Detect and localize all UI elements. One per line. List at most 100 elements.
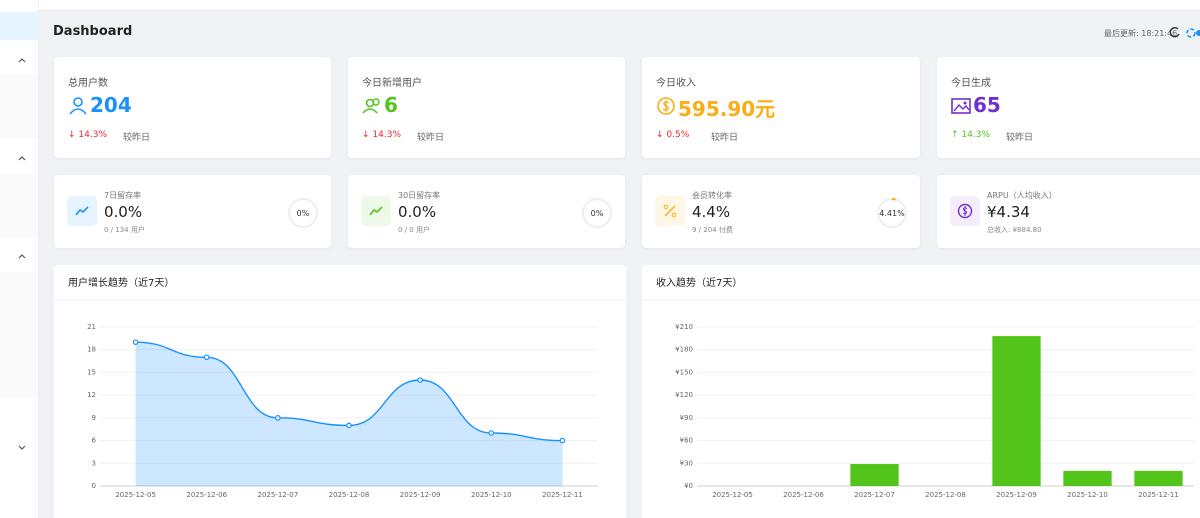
chart-title: 用户增长趋势（近7天）: [68, 276, 174, 289]
stat-card: 今日收入 595.90元 ↓ 0.5% 较昨日: [642, 57, 920, 158]
stat-trend: ↓ 14.3%: [362, 130, 401, 140]
stat-label: 今日新增用户: [362, 78, 422, 89]
y-tick-label: 9: [92, 414, 96, 422]
metric-icon: [655, 196, 685, 226]
y-tick-label: 0: [92, 482, 96, 490]
icon: [369, 206, 383, 216]
stat-note: 较昨日: [1006, 133, 1034, 143]
ring-label: 4.41%: [879, 209, 905, 218]
y-tick-label: ¥180: [675, 346, 693, 354]
stat-value: 595.90元: [678, 97, 776, 121]
y-tick-label: 6: [92, 437, 97, 445]
metric-sub: 9 / 204 付费: [692, 226, 733, 234]
point: [275, 415, 281, 421]
stat-trend: ↓ 0.5%: [656, 130, 690, 140]
chevron[interactable]: [18, 254, 26, 259]
chart-title: 收入趋势（近7天）: [656, 276, 742, 289]
chart-panel: [642, 265, 1200, 518]
icon: [957, 203, 973, 219]
chevron[interactable]: [18, 445, 26, 450]
metric-label: ARPU（人均收入）: [987, 191, 1057, 200]
stat-icon: [951, 96, 971, 116]
progress-ring: 0%: [288, 198, 318, 228]
metric-icon: [67, 196, 97, 226]
icon: [657, 97, 675, 115]
y-tick-label: ¥30: [680, 459, 693, 467]
y-tick-label: ¥210: [675, 323, 693, 331]
point: [559, 437, 566, 444]
bar: [1063, 470, 1112, 486]
stat-label: 今日收入: [656, 78, 696, 89]
stat-label: 今日生成: [951, 78, 991, 89]
chart-panel: [54, 265, 626, 518]
x-tick-label: 2025-12-05: [712, 491, 753, 499]
y-tick-label: ¥150: [675, 368, 693, 376]
progress-ring: 4.41%: [877, 198, 907, 228]
y-tick-label: ¥120: [675, 391, 693, 399]
metric-card: 7日留存率 0.0% 0 / 134 用户 0%: [54, 175, 331, 248]
y-tick-label: 15: [87, 368, 96, 376]
area: [135, 342, 563, 486]
x-tick-label: 2025-12-09: [400, 491, 441, 499]
sidebar-icons: [0, 58, 38, 450]
stat-card: 今日生成 65 ↑ 14.3% 较昨日: [937, 57, 1200, 158]
stat-card: 总用户数 204 ↓ 14.3% 较昨日: [54, 57, 331, 158]
stat-icon: [68, 96, 88, 116]
x-tick-label: 2025-12-08: [925, 491, 966, 499]
stat-note: 较昨日: [711, 133, 739, 143]
stat-value: 65: [973, 93, 1001, 117]
x-tick-label: 2025-12-10: [471, 491, 512, 499]
icon: [362, 98, 380, 114]
chevron[interactable]: [18, 58, 26, 63]
x-tick-label: 2025-12-09: [996, 491, 1037, 499]
stat-label: 总用户数: [68, 78, 108, 89]
y-tick-label: ¥60: [680, 437, 693, 445]
y-tick-label: 18: [87, 346, 96, 354]
icon: [663, 204, 677, 218]
y-tick-label: 21: [87, 323, 96, 331]
stat-trend: ↑ 14.3%: [951, 130, 990, 140]
metric-value: ¥4.34: [987, 203, 1030, 221]
metric-label: 7日留存率: [104, 191, 142, 200]
topbar: [39, 0, 1200, 11]
sidebar-active: [0, 12, 38, 40]
stat-icon: [362, 96, 382, 116]
y-tick-label: 12: [87, 391, 96, 399]
bar: [850, 464, 899, 486]
metric-value: 0.0%: [104, 203, 143, 221]
x-tick-label: 2025-12-05: [115, 491, 156, 499]
point: [346, 422, 352, 429]
x-tick-label: 2025-12-06: [783, 491, 824, 499]
y-tick-label: ¥0: [684, 482, 693, 490]
updated-time: 最后更新: 18:21:46: [1104, 29, 1178, 38]
ring-track: [582, 198, 612, 228]
sidebar: [0, 0, 39, 518]
metric-value: 4.4%: [692, 203, 731, 221]
metric-card: 30日留存率 0.0% 0 / 0 用户 0%: [348, 175, 625, 248]
ring-label: 0%: [591, 209, 604, 218]
page-title: Dashboard: [53, 24, 133, 39]
x-tick-label: 2025-12-10: [1067, 491, 1108, 499]
metric-label: 30日留存率: [398, 191, 441, 200]
metric-card: 会员转化率 4.4% 9 / 204 付费 4.41%: [642, 175, 920, 248]
bar: [992, 336, 1041, 486]
point: [417, 377, 423, 383]
x-tick-label: 2025-12-08: [329, 491, 370, 499]
metric-card: ARPU（人均收入） ¥4.34 总收入: ¥884.80: [937, 175, 1200, 248]
metric-sub: 0 / 134 用户: [104, 226, 145, 234]
refresh-icons[interactable]: [1168, 25, 1200, 41]
y-tick-label: ¥90: [680, 414, 693, 422]
stat-trend: ↓ 14.3%: [68, 130, 107, 140]
x-tick-label: 2025-12-06: [186, 491, 227, 499]
chevron[interactable]: [18, 156, 26, 161]
x-tick-label: 2025-12-07: [258, 491, 299, 499]
point: [488, 430, 495, 436]
stat-note: 较昨日: [417, 133, 445, 143]
metric-sub: 0 / 0 用户: [398, 226, 430, 234]
icon: [951, 98, 971, 114]
stat-value: 204: [90, 93, 132, 117]
ring-progress: [877, 198, 907, 228]
metric-value: 0.0%: [398, 203, 437, 221]
